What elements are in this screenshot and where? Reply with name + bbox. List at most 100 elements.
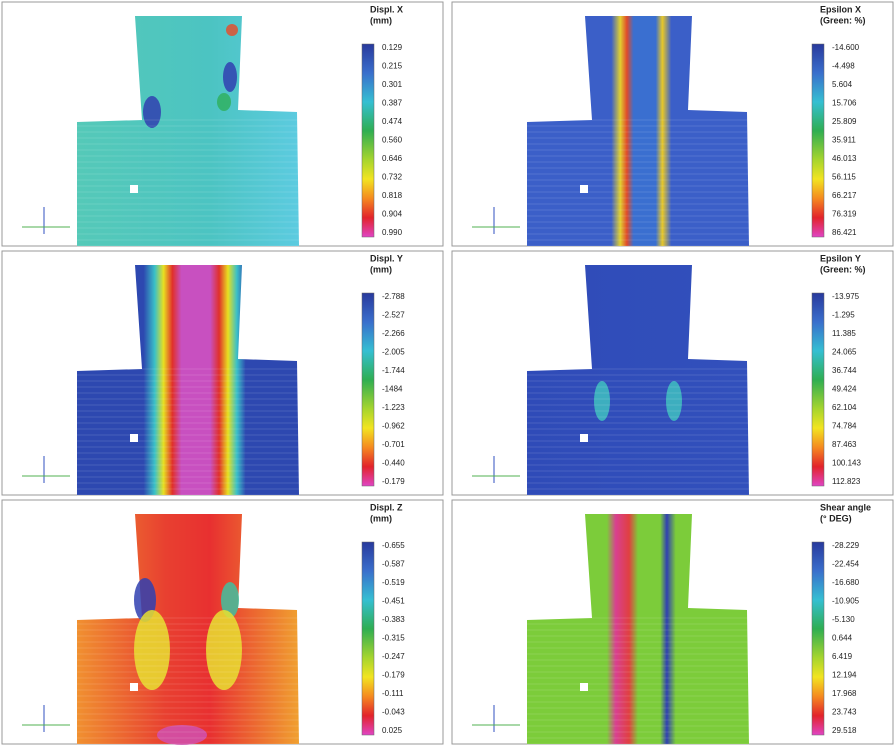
colorbar-label: 100.143 bbox=[832, 459, 861, 468]
panel: Epsilon Y(Green: %) -13.975 -1.295 11.385 24… bbox=[451, 250, 894, 496]
legend-title: Epsilon Y bbox=[820, 253, 861, 263]
colorbar-label: 0.646 bbox=[382, 154, 403, 163]
colorbar-label: -1.744 bbox=[382, 366, 405, 375]
colorbar-label: 112.823 bbox=[832, 477, 861, 486]
notch bbox=[580, 683, 588, 691]
colorbar-label: -0.519 bbox=[382, 578, 405, 587]
colorbar-label: 0.818 bbox=[382, 191, 403, 200]
notch bbox=[130, 434, 138, 442]
panel: Displ. X(mm) 0.129 0.215 0.301 0.387 0.474 0.5… bbox=[1, 1, 444, 247]
colorbar-label: 5.604 bbox=[832, 80, 853, 89]
colorbar-label: 0.215 bbox=[382, 62, 403, 71]
field-feature bbox=[666, 381, 682, 421]
colorbar-label: 35.911 bbox=[832, 136, 856, 145]
notch bbox=[130, 185, 138, 193]
colorbar-label: 0.644 bbox=[832, 634, 853, 643]
panel: Displ. Z(mm) -0.655 -0.587 -0.519 -0.451 -0.3… bbox=[1, 499, 444, 745]
colorbar-label: -0.451 bbox=[382, 597, 405, 606]
colorbar-label: -0.701 bbox=[382, 440, 405, 449]
notch bbox=[580, 434, 588, 442]
notch bbox=[130, 683, 138, 691]
colorbar-label: -5.130 bbox=[832, 615, 855, 624]
legend-title: Epsilon X bbox=[820, 4, 861, 14]
colorbar-label: -2.005 bbox=[382, 348, 405, 357]
legend-title: Displ. Z bbox=[370, 502, 403, 512]
colorbar bbox=[361, 43, 375, 238]
colorbar-label: -0.043 bbox=[382, 708, 405, 717]
legend-unit: (mm) bbox=[370, 15, 392, 25]
field-feature bbox=[157, 725, 207, 745]
field-feature bbox=[143, 96, 161, 128]
colorbar-label: 0.990 bbox=[382, 228, 403, 237]
colorbar bbox=[811, 541, 825, 736]
colorbar-label: 0.560 bbox=[382, 136, 403, 145]
colorbar-label: 74.784 bbox=[832, 422, 857, 431]
colorbar-label: 49.424 bbox=[832, 385, 857, 394]
field-feature bbox=[206, 610, 242, 690]
colorbar-label: -0.587 bbox=[382, 560, 405, 569]
colorbar-label: -2.788 bbox=[382, 292, 405, 301]
panel: Shear angle(° DEG) -28.229 -22.454 -16.680 -… bbox=[451, 499, 894, 745]
colorbar-label: 86.421 bbox=[832, 228, 857, 237]
colorbar-label: -0.179 bbox=[382, 671, 405, 680]
colorbar bbox=[811, 292, 825, 487]
colorbar-label: 0.732 bbox=[382, 173, 403, 182]
legend-title: Displ. X bbox=[370, 4, 403, 14]
colorbar bbox=[361, 541, 375, 736]
colorbar-label: 0.301 bbox=[382, 80, 403, 89]
colorbar-label: -1.223 bbox=[382, 403, 405, 412]
colorbar-label: 62.104 bbox=[832, 403, 857, 412]
field-feature bbox=[594, 381, 610, 421]
colorbar-label: 56.115 bbox=[832, 173, 856, 182]
field-feature bbox=[223, 62, 237, 92]
colorbar-label: 12.194 bbox=[832, 671, 857, 680]
colorbar-label: 76.319 bbox=[832, 210, 857, 219]
colorbar-label: 15.706 bbox=[832, 99, 857, 108]
colorbar-label: -13.975 bbox=[832, 292, 860, 301]
colorbar-label: 24.065 bbox=[832, 348, 857, 357]
colorbar-label: 6.419 bbox=[832, 652, 853, 661]
colorbar-label: -4.498 bbox=[832, 62, 855, 71]
colorbar-label: 0.387 bbox=[382, 99, 403, 108]
colorbar-label: -2.527 bbox=[382, 311, 405, 320]
colorbar-label: 87.463 bbox=[832, 440, 857, 449]
colorbar-label: 66.217 bbox=[832, 191, 857, 200]
field-feature bbox=[134, 610, 170, 690]
legend-unit: (Green: %) bbox=[820, 264, 866, 274]
colorbar-label: 29.518 bbox=[832, 726, 857, 735]
colorbar-label: -2.266 bbox=[382, 329, 405, 338]
legend-unit: (° DEG) bbox=[820, 513, 852, 523]
colorbar-label: -22.454 bbox=[832, 560, 860, 569]
panel: Displ. Y(mm) -2.788 -2.527 -2.266 -2.005 -1.7… bbox=[1, 250, 444, 496]
colorbar-label: 25.809 bbox=[832, 117, 857, 126]
colorbar-label: -0.179 bbox=[382, 477, 405, 486]
legend-title: Displ. Y bbox=[370, 253, 403, 263]
colorbar-label: -0.383 bbox=[382, 615, 405, 624]
legend-unit: (Green: %) bbox=[820, 15, 866, 25]
colorbar-label: 46.013 bbox=[832, 154, 857, 163]
colorbar bbox=[811, 43, 825, 238]
colorbar-label: 0.025 bbox=[382, 726, 403, 735]
colorbar-label: -16.680 bbox=[832, 578, 860, 587]
colorbar-label: -0.315 bbox=[382, 634, 405, 643]
colorbar-label: 23.743 bbox=[832, 708, 857, 717]
field-feature bbox=[221, 582, 239, 618]
colorbar-label: -14.600 bbox=[832, 43, 860, 52]
colorbar-label: 0.904 bbox=[382, 210, 403, 219]
colorbar-label: 36.744 bbox=[832, 366, 857, 375]
notch bbox=[580, 185, 588, 193]
colorbar-label: 0.474 bbox=[382, 117, 403, 126]
colorbar-label: 0.129 bbox=[382, 43, 403, 52]
colorbar-label: 11.385 bbox=[832, 329, 856, 338]
colorbar-label: -0.247 bbox=[382, 652, 405, 661]
colorbar bbox=[361, 292, 375, 487]
colorbar-label: -28.229 bbox=[832, 541, 860, 550]
colorbar-label: -0.440 bbox=[382, 459, 405, 468]
colorbar-label: -1.295 bbox=[832, 311, 855, 320]
legend-unit: (mm) bbox=[370, 513, 392, 523]
colorbar-label: -10.905 bbox=[832, 597, 860, 606]
colorbar-label: -0.962 bbox=[382, 422, 405, 431]
colorbar-label: -1484 bbox=[382, 385, 403, 394]
field-feature bbox=[217, 93, 231, 111]
